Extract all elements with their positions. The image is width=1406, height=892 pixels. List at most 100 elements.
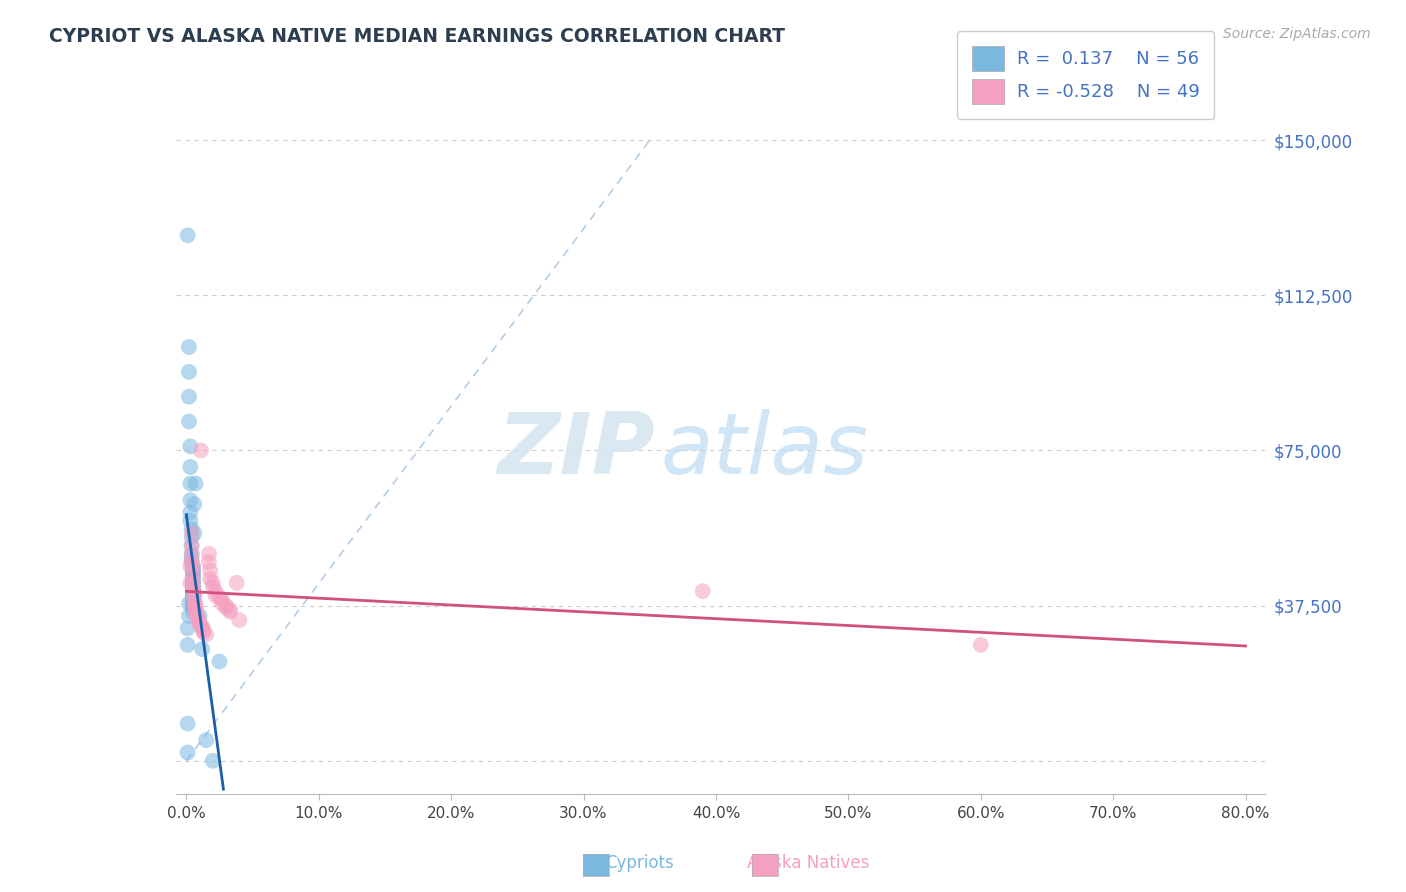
Point — [181, 586, 204, 600]
Point — [183, 592, 205, 607]
Legend: R =  0.137    N = 56, R = -0.528    N = 49: R = 0.137 N = 56, R = -0.528 N = 49 — [957, 31, 1215, 119]
Point — [180, 530, 202, 544]
Point — [180, 539, 202, 553]
Point — [181, 582, 204, 596]
Point — [181, 569, 204, 583]
Point — [179, 559, 201, 574]
Point — [181, 566, 204, 580]
Point — [188, 609, 211, 624]
Point — [181, 580, 204, 594]
Text: ZIP: ZIP — [498, 409, 655, 492]
Point — [184, 476, 207, 491]
Point — [176, 621, 198, 635]
Point — [181, 575, 204, 590]
Text: Source: ZipAtlas.com: Source: ZipAtlas.com — [1223, 27, 1371, 41]
Point — [180, 547, 202, 561]
Point — [183, 597, 205, 611]
Point — [177, 390, 200, 404]
Point — [204, 584, 226, 599]
Point — [183, 497, 205, 511]
Point — [181, 600, 204, 615]
Point — [181, 588, 204, 602]
Point — [215, 600, 238, 615]
Text: Alaska Natives: Alaska Natives — [747, 855, 870, 872]
Point — [201, 754, 224, 768]
Point — [187, 613, 209, 627]
Point — [181, 567, 204, 582]
Point — [180, 555, 202, 569]
Point — [204, 588, 226, 602]
Point — [201, 580, 224, 594]
Point — [198, 564, 221, 578]
Point — [177, 365, 200, 379]
Point — [198, 555, 221, 569]
Point — [181, 574, 204, 588]
Point — [181, 597, 204, 611]
Point — [191, 642, 214, 657]
Point — [211, 592, 233, 607]
Point — [195, 627, 218, 641]
Point — [183, 526, 205, 541]
Point — [181, 580, 204, 594]
Point — [181, 605, 204, 619]
Point — [179, 460, 201, 475]
Text: atlas: atlas — [661, 409, 869, 492]
Point — [177, 609, 200, 624]
Point — [181, 592, 204, 607]
Point — [180, 551, 202, 566]
Point — [181, 594, 204, 608]
Point — [176, 716, 198, 731]
Point — [181, 584, 204, 599]
Point — [177, 597, 200, 611]
Point — [184, 605, 207, 619]
Point — [692, 584, 714, 599]
Point — [183, 584, 205, 599]
Point — [180, 522, 202, 536]
Point — [184, 600, 207, 615]
Point — [190, 443, 212, 458]
Point — [219, 603, 242, 617]
Point — [198, 547, 221, 561]
Point — [181, 567, 204, 582]
Point — [198, 572, 221, 586]
Point — [179, 493, 201, 508]
Point — [180, 547, 202, 561]
Point — [191, 621, 214, 635]
Point — [228, 613, 250, 627]
Point — [184, 603, 207, 617]
Point — [183, 588, 205, 602]
Point — [177, 415, 200, 429]
Point — [193, 625, 215, 640]
Point — [180, 526, 202, 541]
Point — [201, 575, 224, 590]
Point — [186, 607, 208, 621]
Point — [179, 506, 201, 520]
Point — [184, 597, 207, 611]
Point — [181, 580, 204, 594]
Point — [179, 514, 201, 528]
Point — [181, 578, 204, 592]
Point — [195, 733, 218, 747]
Point — [181, 575, 204, 590]
Point — [180, 539, 202, 553]
Point — [181, 588, 204, 602]
Point — [215, 599, 238, 613]
Text: CYPRIOT VS ALASKA NATIVE MEDIAN EARNINGS CORRELATION CHART: CYPRIOT VS ALASKA NATIVE MEDIAN EARNINGS… — [49, 27, 785, 45]
Point — [176, 746, 198, 760]
Point — [188, 617, 211, 632]
Text: Cypriots: Cypriots — [606, 855, 673, 872]
Point — [219, 605, 242, 619]
Point — [181, 599, 204, 613]
Point — [181, 559, 204, 574]
Point — [188, 615, 211, 630]
Point — [970, 638, 993, 652]
Point — [179, 575, 201, 590]
Point — [179, 476, 201, 491]
Point — [193, 624, 215, 638]
Point — [181, 591, 204, 605]
Point — [225, 575, 247, 590]
Point — [191, 619, 214, 633]
Point — [181, 561, 204, 575]
Point — [186, 609, 208, 624]
Point — [176, 638, 198, 652]
